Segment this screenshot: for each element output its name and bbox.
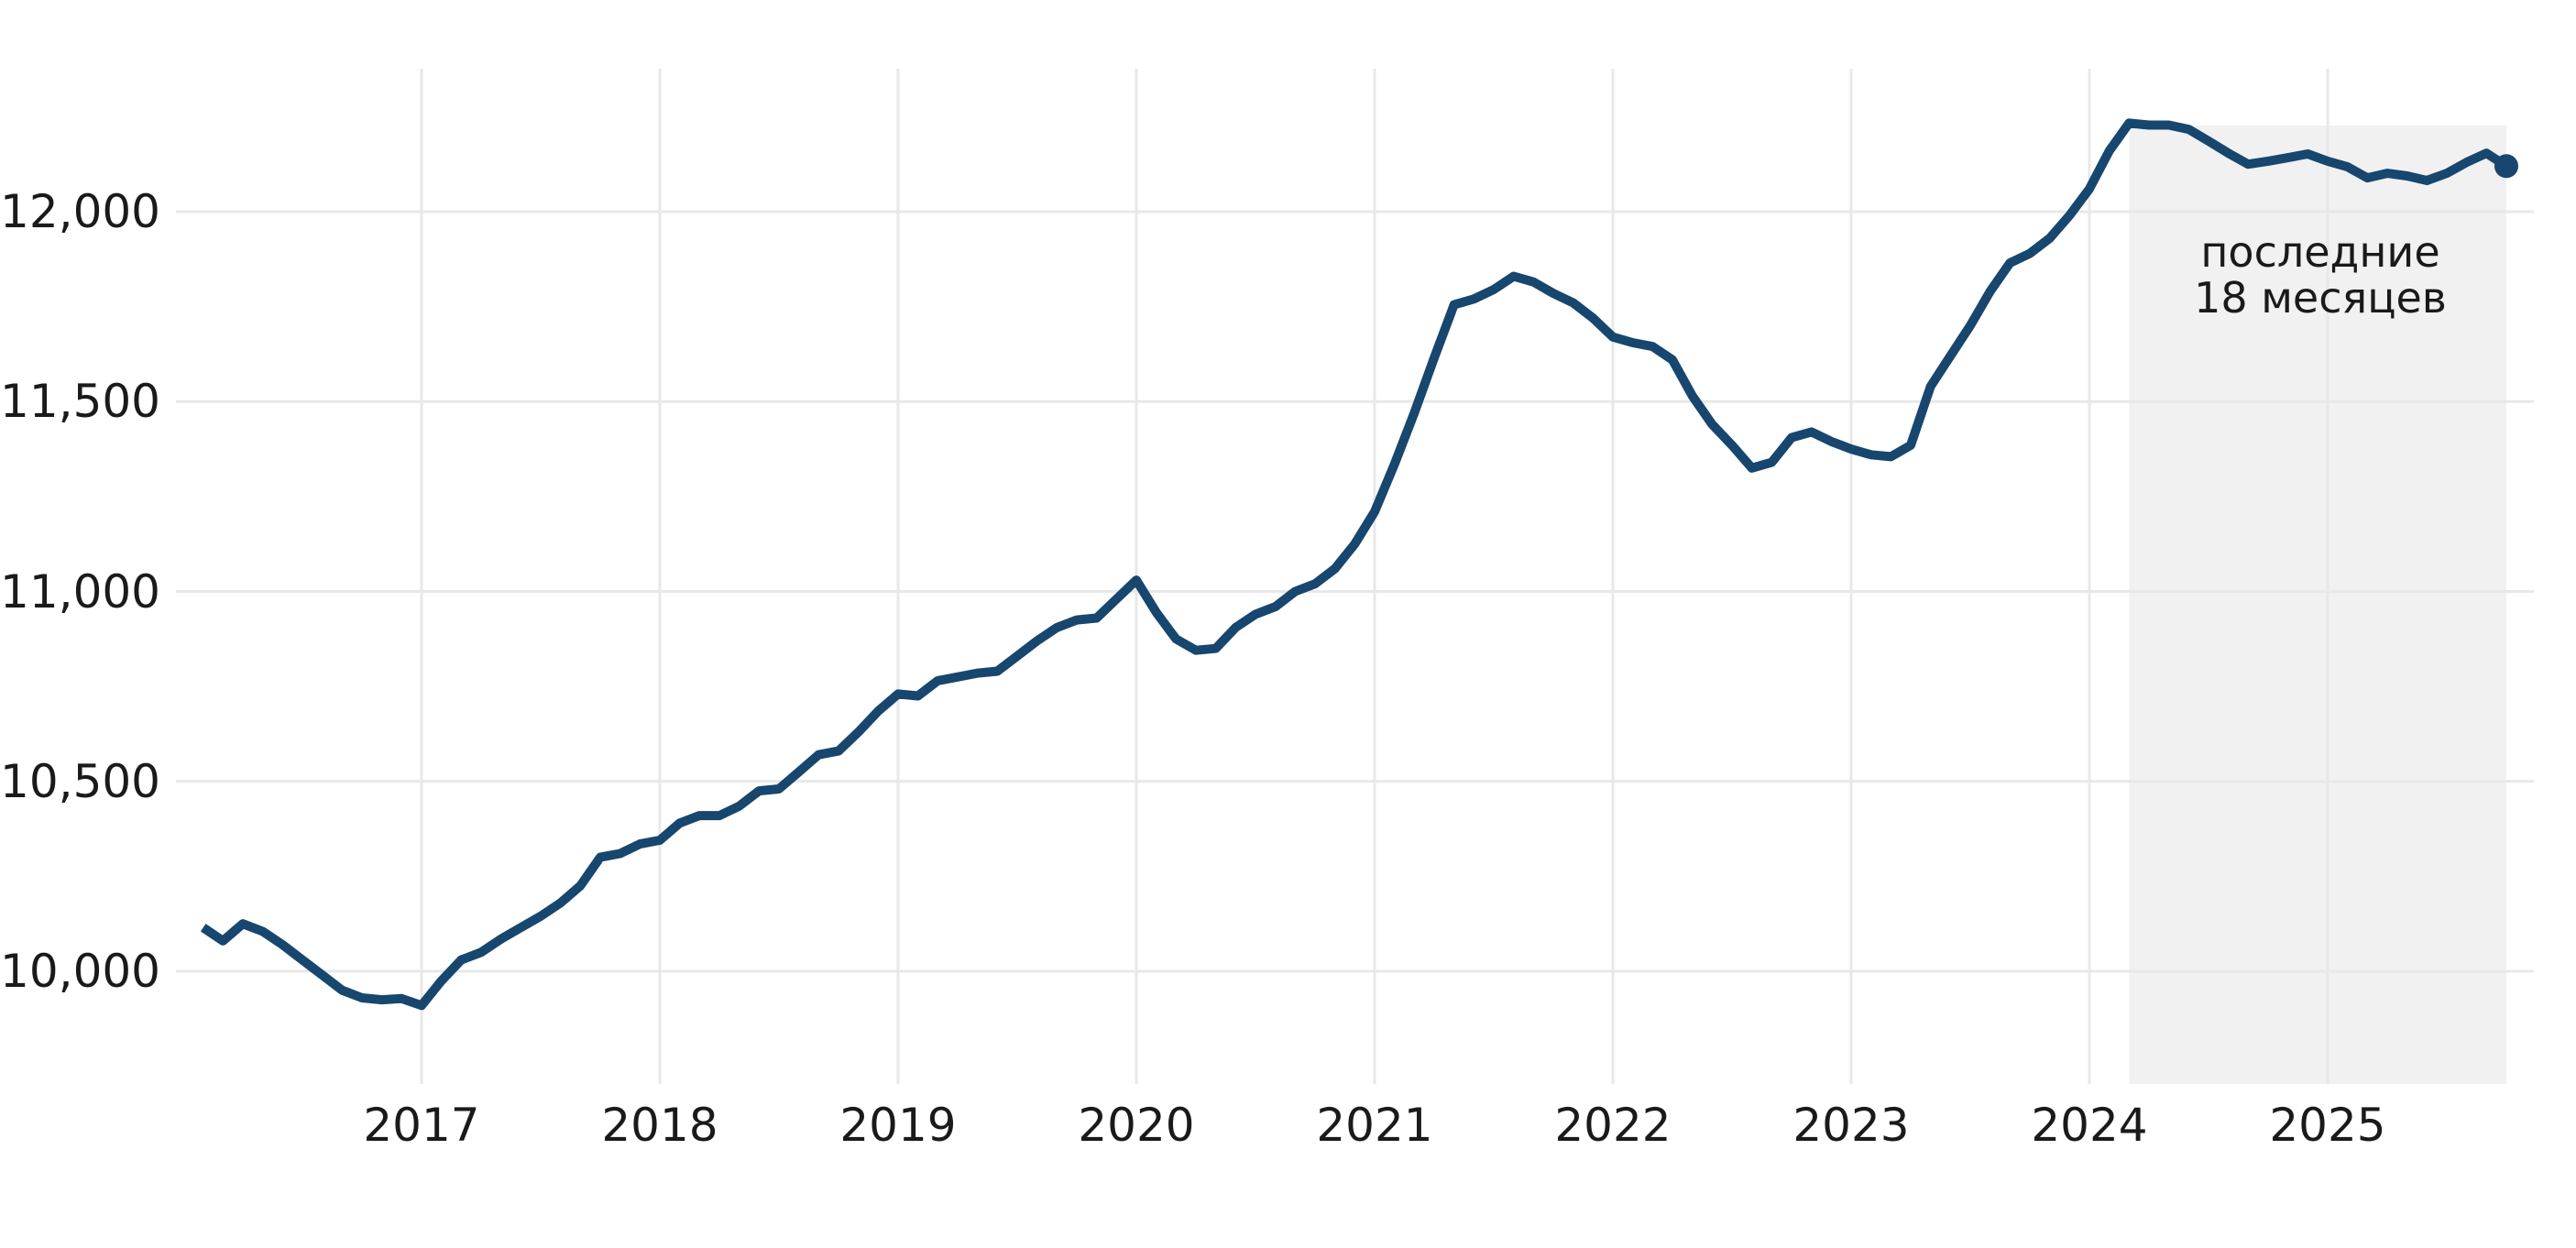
x-axis-tick-label: 2018: [601, 1099, 718, 1152]
x-axis-tick-label: 2025: [2269, 1099, 2386, 1152]
x-axis-tick-label: 2022: [1554, 1099, 1672, 1152]
annotation-line-1: последние: [2200, 227, 2440, 277]
x-axis-tick-label: 2021: [1316, 1099, 1433, 1152]
y-axis-tick-label: 10,000: [0, 945, 160, 998]
last-point-marker: [2494, 154, 2518, 179]
x-axis-tick-label: 2020: [1078, 1099, 1195, 1152]
y-axis-tick-label: 10,500: [0, 754, 160, 808]
x-axis-tick-label: 2019: [839, 1099, 957, 1152]
data-line: [200, 118, 2509, 1011]
y-axis-tick-label: 11,500: [0, 375, 160, 429]
x-axis-tick-label: 2024: [2031, 1099, 2148, 1152]
x-axis-tick-label: 2023: [1792, 1099, 1910, 1152]
highlight-region: [2129, 126, 2506, 1084]
y-axis-tick-label: 11,000: [0, 564, 160, 619]
annotation-line-2: 18 месяцев: [2194, 273, 2447, 323]
highlight-annotation: последние 18 месяцев: [2137, 229, 2504, 321]
x-axis-tick-label: 2017: [363, 1099, 480, 1152]
y-axis-tick-label: 12,000: [0, 185, 160, 238]
